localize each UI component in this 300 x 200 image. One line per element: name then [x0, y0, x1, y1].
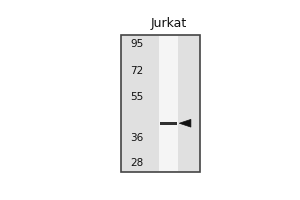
Text: 36: 36	[130, 133, 143, 143]
Bar	[160, 122, 177, 125]
Text: 28: 28	[130, 158, 143, 168]
Polygon shape	[179, 119, 191, 127]
Text: 55: 55	[130, 92, 143, 102]
Text: Jurkat: Jurkat	[151, 17, 187, 30]
Text: 72: 72	[130, 66, 143, 76]
Bar	[121, 35, 200, 172]
Text: 95: 95	[130, 39, 143, 49]
Bar	[159, 36, 178, 171]
